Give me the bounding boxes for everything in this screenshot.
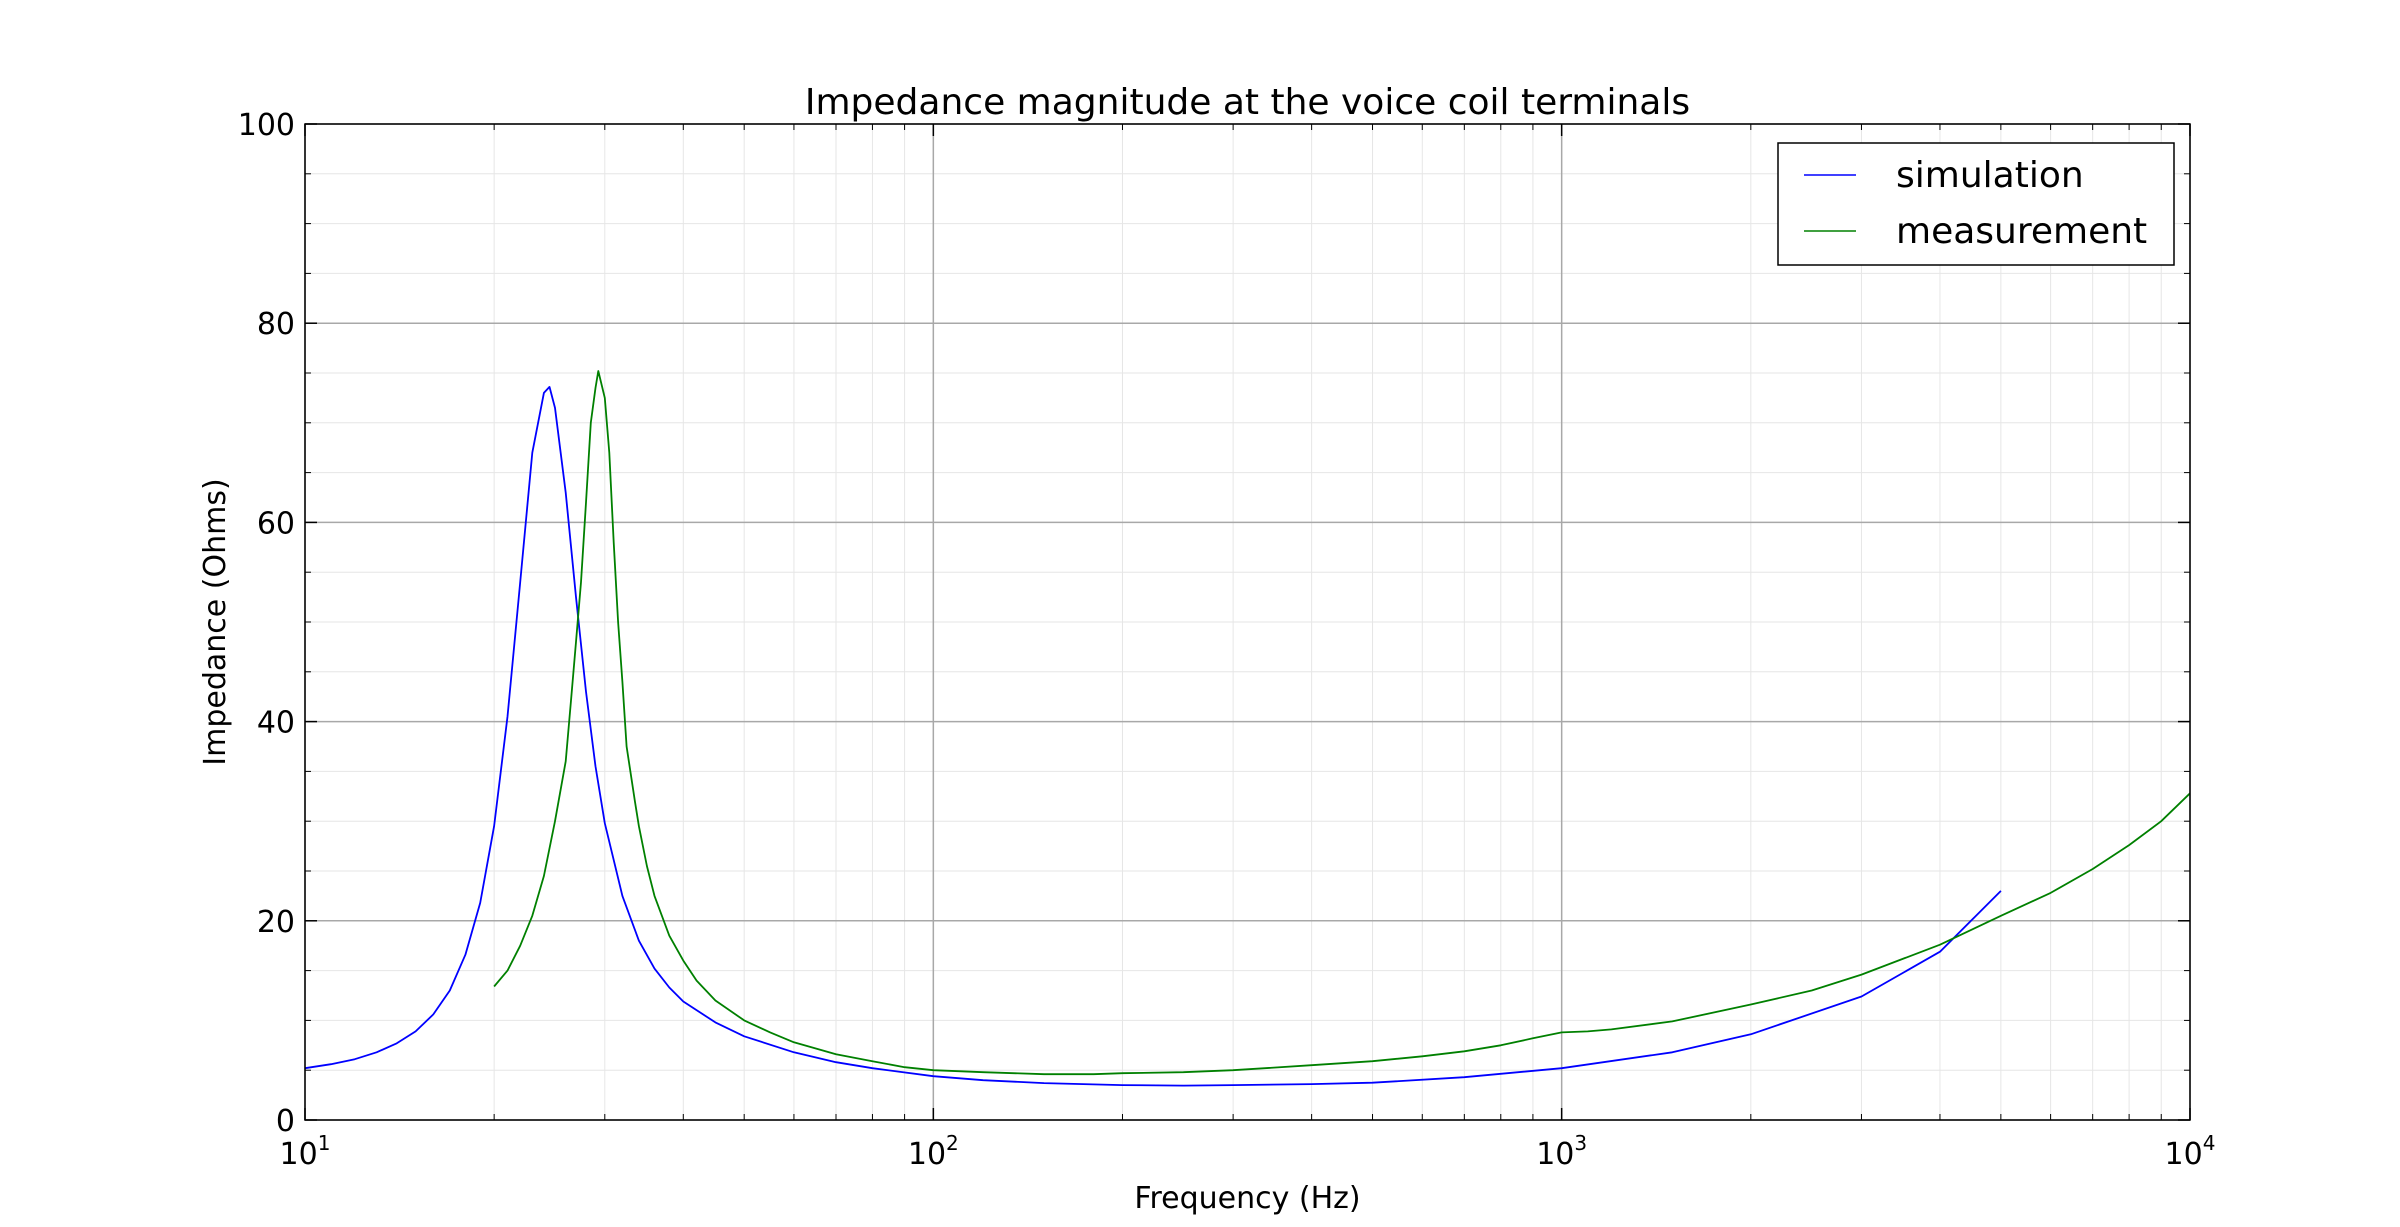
legend: simulation measurement (1777, 142, 2175, 266)
y-axis-label: Impedance (Ohms) (198, 478, 233, 765)
legend-box (1777, 142, 2175, 266)
x-tick-label: 103 (1536, 1131, 1587, 1172)
chart-title: Impedance magnitude at the voice coil te… (805, 82, 1690, 123)
x-tick-label: 104 (2165, 1131, 2216, 1172)
x-tick-label: 101 (280, 1131, 331, 1172)
series-line-measurement (493, 370, 2191, 1076)
series-layer (304, 370, 2191, 1087)
legend-label-simulation: simulation (1896, 155, 2084, 196)
tick-marks (304, 123, 2191, 1121)
y-tick-label: 20 (257, 905, 295, 940)
y-tick-labels: 0 20 40 60 80 100 (238, 108, 295, 1139)
y-tick-label: 60 (257, 506, 295, 541)
series-line-simulation (304, 385, 2002, 1087)
x-tick-label: 102 (908, 1131, 959, 1172)
major-gridlines (304, 123, 2191, 1121)
y-tick-label: 80 (257, 307, 295, 342)
x-tick-labels: 101 102 103 104 (280, 1131, 2216, 1172)
legend-label-measurement: measurement (1896, 211, 2147, 252)
y-tick-label: 40 (257, 706, 295, 741)
x-axis-label: Frequency (Hz) (1134, 1181, 1360, 1216)
y-tick-label: 100 (238, 108, 295, 143)
y-tick-label: 0 (276, 1104, 295, 1139)
